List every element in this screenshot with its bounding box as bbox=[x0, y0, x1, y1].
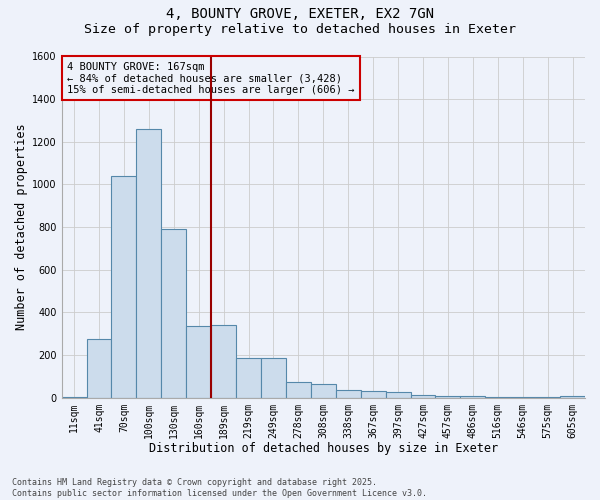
Text: Size of property relative to detached houses in Exeter: Size of property relative to detached ho… bbox=[84, 22, 516, 36]
Bar bbox=[311, 384, 336, 398]
Bar bbox=[236, 358, 261, 398]
Bar bbox=[510, 396, 535, 398]
Bar bbox=[410, 394, 436, 398]
X-axis label: Distribution of detached houses by size in Exeter: Distribution of detached houses by size … bbox=[149, 442, 498, 455]
Bar bbox=[460, 396, 485, 398]
Bar bbox=[535, 396, 560, 398]
Bar bbox=[386, 392, 410, 398]
Bar bbox=[186, 326, 211, 398]
Bar bbox=[485, 396, 510, 398]
Bar bbox=[62, 396, 86, 398]
Bar bbox=[361, 392, 386, 398]
Y-axis label: Number of detached properties: Number of detached properties bbox=[15, 124, 28, 330]
Bar bbox=[560, 396, 585, 398]
Bar bbox=[112, 176, 136, 398]
Bar bbox=[136, 129, 161, 398]
Bar bbox=[261, 358, 286, 398]
Text: Contains HM Land Registry data © Crown copyright and database right 2025.
Contai: Contains HM Land Registry data © Crown c… bbox=[12, 478, 427, 498]
Bar bbox=[211, 325, 236, 398]
Text: 4 BOUNTY GROVE: 167sqm
← 84% of detached houses are smaller (3,428)
15% of semi-: 4 BOUNTY GROVE: 167sqm ← 84% of detached… bbox=[67, 62, 355, 95]
Bar bbox=[161, 229, 186, 398]
Bar bbox=[436, 396, 460, 398]
Bar bbox=[86, 339, 112, 398]
Bar bbox=[336, 390, 361, 398]
Bar bbox=[286, 382, 311, 398]
Text: 4, BOUNTY GROVE, EXETER, EX2 7GN: 4, BOUNTY GROVE, EXETER, EX2 7GN bbox=[166, 8, 434, 22]
